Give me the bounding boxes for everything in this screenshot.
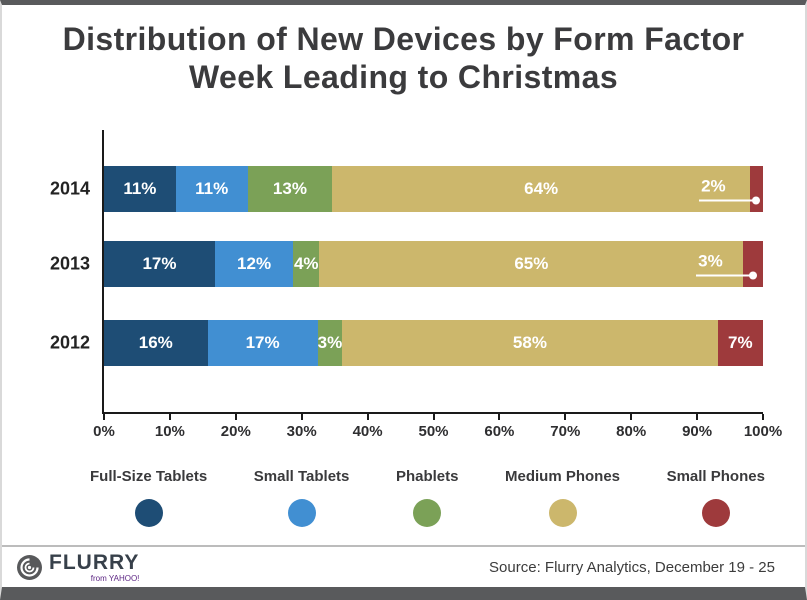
stacked-bar: 17% 12% 4% 65%: [104, 241, 763, 287]
callout-2014: 2%: [699, 176, 761, 205]
legend-item-medium-phones: Medium Phones: [505, 468, 620, 527]
legend-label: Small Tablets: [253, 468, 350, 485]
flurry-logo-subtext: from YAHOO!: [90, 573, 140, 583]
bar-value-label: 13%: [272, 179, 307, 198]
x-axis-tick: [366, 414, 369, 420]
callout-dot: [752, 196, 761, 205]
callout-dot: [749, 271, 758, 280]
legend: Full-Size Tablets Small Tablets Phablets Me…: [90, 468, 765, 527]
x-axis-tick: [103, 414, 105, 420]
bar-segment-full-size-tablets: 17%: [104, 241, 215, 287]
legend-item-full-size-tablets: Full-Size Tablets: [90, 468, 207, 527]
x-axis-tick-label: 60%: [484, 423, 515, 440]
bar-segment-small-tablets: 11%: [175, 166, 248, 212]
bar-value-label: 17%: [142, 254, 177, 273]
x-axis-tick: [564, 414, 567, 420]
chart-title-line1: Distribution of New Devices by Form Fact…: [62, 21, 745, 57]
y-axis-label: 2014: [49, 178, 90, 199]
bar-value-label: 11%: [123, 179, 157, 198]
legend-item-phablets: Phablets: [395, 468, 459, 527]
bar-segment-small-phones: 7%: [717, 320, 763, 366]
callout-2013: 3%: [696, 251, 758, 280]
bar-segment-medium-phones: 65%: [319, 241, 744, 287]
bar-value-label: 12%: [237, 254, 272, 273]
bar-segment-full-size-tablets: 16%: [104, 320, 208, 366]
bar-segment-medium-phones: 64%: [332, 166, 750, 212]
plot-area: 2014 2% 11% 11% 13% 64% 2013 3% 17% 12% 4% 65% 2012 1…: [50, 130, 782, 440]
x-axis-tick-label: 20%: [220, 423, 251, 440]
legend-label: Small Phones: [666, 468, 765, 485]
legend-color-dot: [134, 499, 163, 527]
x-axis-tick: [498, 414, 501, 420]
flurry-logo-text-wrap: FLURRY from YAHOO!: [49, 552, 139, 583]
source-attribution: Source: Flurry Analytics, December 19 - …: [489, 558, 775, 576]
stacked-bar: 11% 11% 13% 64%: [104, 166, 763, 212]
x-axis-tick-label: 40%: [352, 423, 383, 440]
callout-line: [699, 196, 761, 205]
x-axis-tick-label: 80%: [616, 423, 647, 440]
legend-label: Full-Size Tablets: [90, 468, 208, 485]
bar-value-label: 64%: [524, 179, 559, 198]
x-axis-tick-label: 90%: [682, 423, 713, 440]
legend-item-small-phones: Small Phones: [667, 468, 765, 527]
legend-label: Phablets: [395, 468, 459, 485]
legend-color-dot: [413, 499, 442, 527]
bar-segment-phablets: 13%: [247, 166, 333, 212]
bar-row-2014: 2014 2% 11% 11% 13% 64%: [50, 166, 763, 212]
y-axis-label: 2012: [49, 332, 90, 353]
bar-rows: 2014 2% 11% 11% 13% 64% 2013 3% 17% 12% 4% 65% 2012 1…: [50, 166, 763, 366]
chart-title-line2: Week Leading to Christmas: [188, 58, 619, 95]
bar-segment-phablets: 4%: [293, 241, 320, 287]
bar-row-2012: 2012 16% 17% 3% 58% 7%: [50, 320, 763, 366]
bar-segment-medium-phones: 58%: [342, 320, 718, 366]
bar-value-label: 3%: [317, 333, 343, 352]
x-axis-tick: [432, 414, 435, 420]
x-axis-tick-label: 0%: [93, 423, 115, 440]
x-axis-tick-label: 50%: [418, 423, 449, 440]
callout-line: [696, 271, 758, 280]
bar-value-label: 7%: [728, 333, 753, 352]
bar-value-label: 16%: [138, 333, 173, 352]
x-axis-tick-label: 100%: [743, 423, 783, 440]
legend-color-dot: [701, 499, 730, 527]
flurry-swirl-icon: [17, 554, 42, 580]
x-axis-tick-label: 30%: [286, 423, 317, 440]
bar-row-2013: 2013 3% 17% 12% 4% 65%: [50, 241, 763, 287]
bar-value-label: 2%: [701, 176, 726, 196]
legend-item-small-tablets: Small Tablets: [253, 468, 350, 527]
bar-segment-small-tablets: 12%: [214, 241, 294, 287]
x-axis-tick: [168, 414, 171, 420]
x-axis-tick-label: 10%: [154, 423, 185, 440]
x-axis-tick: [234, 414, 237, 420]
stacked-bar: 16% 17% 3% 58% 7%: [104, 320, 763, 366]
x-axis-tick: [630, 414, 633, 420]
x-axis-tick: [696, 414, 699, 420]
x-axis-tick: [300, 414, 303, 420]
bar-value-label: 58%: [512, 333, 547, 352]
footer: FLURRY from YAHOO! Source: Flurry Analyt…: [2, 545, 805, 587]
flurry-logo: FLURRY from YAHOO!: [16, 552, 139, 583]
bar-segment-small-tablets: 17%: [207, 320, 318, 366]
bar-value-label: 65%: [514, 254, 549, 273]
x-axis-tick: [762, 414, 764, 420]
chart-title: Distribution of New Devices by Form Fact…: [2, 21, 805, 97]
bar-value-label: 3%: [698, 251, 723, 271]
legend-color-dot: [287, 499, 316, 527]
y-axis-label: 2013: [49, 253, 90, 274]
legend-color-dot: [548, 499, 577, 527]
bar-value-label: 11%: [195, 179, 229, 198]
bar-value-label: 4%: [293, 254, 319, 273]
bar-value-label: 17%: [245, 333, 280, 352]
x-axis-tick-label: 70%: [550, 423, 581, 440]
bar-segment-phablets: 3%: [317, 320, 343, 366]
legend-label: Medium Phones: [505, 468, 621, 485]
flurry-logo-text: FLURRY: [49, 550, 140, 574]
bar-segment-full-size-tablets: 11%: [104, 166, 176, 212]
